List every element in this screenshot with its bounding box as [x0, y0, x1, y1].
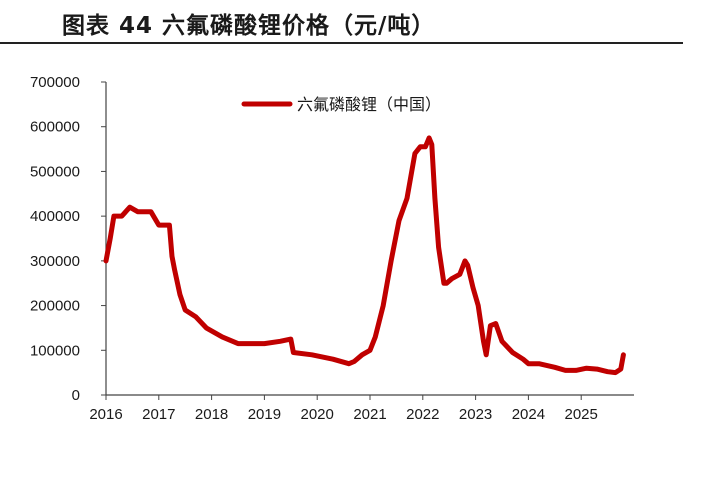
legend: 六氟磷酸锂（中国） — [241, 95, 441, 114]
x-tick-label: 2024 — [512, 406, 545, 423]
x-tick-label: 2022 — [406, 406, 439, 423]
title-rule — [0, 42, 683, 44]
y-tick-label: 100000 — [30, 342, 80, 359]
legend-label: 六氟磷酸锂（中国） — [297, 95, 441, 114]
y-tick-label: 600000 — [30, 119, 80, 136]
x-tick-label: 2021 — [353, 406, 386, 423]
x-tick-label: 2023 — [459, 406, 492, 423]
x-tick-label: 2025 — [565, 406, 598, 423]
y-tick-label: 200000 — [30, 298, 80, 315]
x-tick-label: 2016 — [89, 406, 122, 423]
x-tick-label: 2018 — [195, 406, 228, 423]
x-tick-label: 2019 — [248, 406, 281, 423]
series-line — [103, 135, 626, 376]
y-tick-label: 0 — [72, 387, 80, 404]
y-tick-group: 0 100000 200000 300000 400000 500000 600000 700… — [30, 74, 106, 404]
x-tick-label: 2020 — [301, 406, 334, 423]
y-tick-label: 700000 — [30, 74, 80, 91]
y-tick-label: 400000 — [30, 208, 80, 225]
y-tick-label: 500000 — [30, 163, 80, 180]
figure-title: 图表 44 六氟磷酸锂价格（元/吨） — [62, 13, 436, 39]
x-tick-label: 2017 — [142, 406, 175, 423]
y-tick-label: 300000 — [30, 253, 80, 270]
x-tick-group: 2016 2017 2018 2019 2020 2021 2022 2023 2024 2025 — [89, 395, 598, 423]
